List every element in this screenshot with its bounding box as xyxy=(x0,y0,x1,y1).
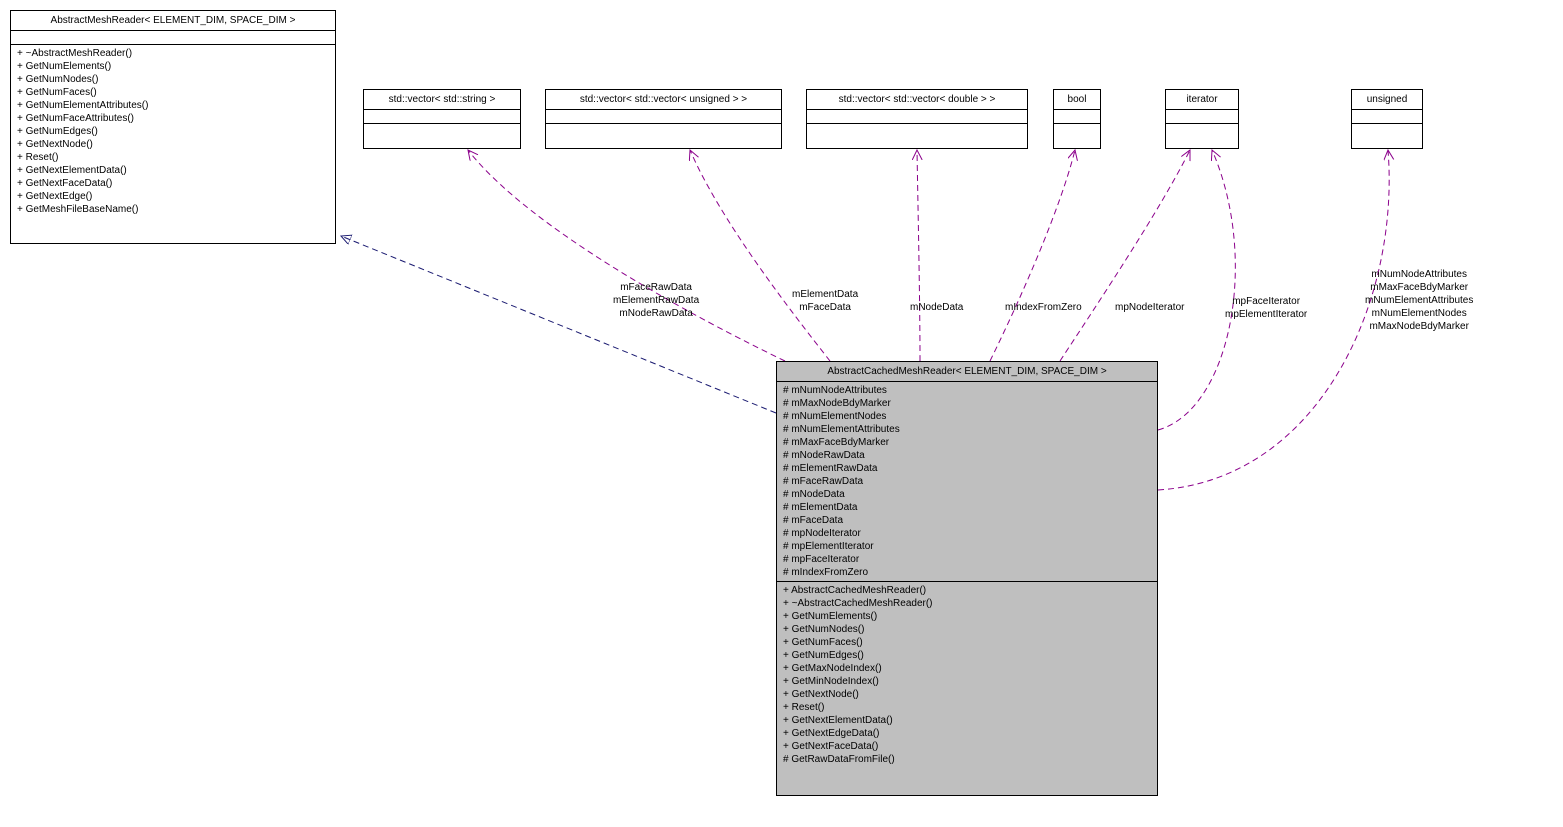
edge-label-element-face-data: mElementDatamFaceData xyxy=(792,288,858,314)
member-row: + GetNumFaces() xyxy=(783,636,1151,649)
class-abstract-mesh-reader: AbstractMeshReader< ELEMENT_DIM, SPACE_D… xyxy=(10,10,336,244)
method-section-empty xyxy=(546,124,781,138)
method-section: + AbstractCachedMeshReader()+ ~AbstractC… xyxy=(777,582,1157,768)
member-row: # mMaxNodeBdyMarker xyxy=(783,397,1151,410)
member-row: # GetRawDataFromFile() xyxy=(783,753,1151,766)
method-section-empty xyxy=(364,124,520,138)
member-row: # mpElementIterator xyxy=(783,540,1151,553)
edge-label-index-from-zero: mIndexFromZero xyxy=(1005,301,1082,314)
member-row: # mNodeData xyxy=(783,488,1151,501)
member-row: # mIndexFromZero xyxy=(783,566,1151,579)
member-row: # mFaceData xyxy=(783,514,1151,527)
method-section-empty xyxy=(807,124,1027,138)
member-row: # mNumNodeAttributes xyxy=(783,384,1151,397)
class-iterator: iterator xyxy=(1165,89,1239,149)
member-row: + GetNumElements() xyxy=(783,610,1151,623)
class-title: unsigned xyxy=(1352,90,1422,110)
member-row: + GetMeshFileBaseName() xyxy=(17,203,329,216)
attr-section-empty xyxy=(364,110,520,124)
class-title: std::vector< std::string > xyxy=(364,90,520,110)
member-row: + Reset() xyxy=(783,701,1151,714)
member-row: + GetNumFaces() xyxy=(17,86,329,99)
method-section-empty xyxy=(1352,124,1422,138)
attr-section-empty xyxy=(1352,110,1422,124)
edge-label-raw-data: mFaceRawDatamElementRawDatamNodeRawData xyxy=(613,281,699,320)
member-row: + GetNumEdges() xyxy=(17,125,329,138)
member-row: # mpNodeIterator xyxy=(783,527,1151,540)
class-vector-string: std::vector< std::string > xyxy=(363,89,521,149)
member-row: # mNumElementAttributes xyxy=(783,423,1151,436)
member-row: # mNumElementNodes xyxy=(783,410,1151,423)
member-row: # mElementRawData xyxy=(783,462,1151,475)
member-row: # mFaceRawData xyxy=(783,475,1151,488)
member-row: + GetNextFaceData() xyxy=(17,177,329,190)
class-title: bool xyxy=(1054,90,1100,110)
member-row: + GetNumNodes() xyxy=(17,73,329,86)
class-title: std::vector< std::vector< unsigned > > xyxy=(546,90,781,110)
attr-section-empty xyxy=(11,31,335,45)
member-row: + GetMinNodeIndex() xyxy=(783,675,1151,688)
edge-label-node-data: mNodeData xyxy=(910,301,963,314)
member-row: + GetNextNode() xyxy=(17,138,329,151)
edge-label-unsigned-members: mNumNodeAttributesmMaxFaceBdyMarkermNumE… xyxy=(1365,268,1473,333)
class-abstract-cached-mesh-reader: AbstractCachedMeshReader< ELEMENT_DIM, S… xyxy=(776,361,1158,796)
class-vector-vector-double: std::vector< std::vector< double > > xyxy=(806,89,1028,149)
class-title: std::vector< std::vector< double > > xyxy=(807,90,1027,110)
edge-label-face-element-iterator: mpFaceIteratormpElementIterator xyxy=(1225,295,1307,321)
member-row: + GetNextFaceData() xyxy=(783,740,1151,753)
member-row: + GetMaxNodeIndex() xyxy=(783,662,1151,675)
method-section: + ~AbstractMeshReader()+ GetNumElements(… xyxy=(11,45,335,218)
method-section-empty xyxy=(1166,124,1238,138)
attr-section-empty xyxy=(1166,110,1238,124)
class-title: AbstractMeshReader< ELEMENT_DIM, SPACE_D… xyxy=(11,11,335,31)
class-bool: bool xyxy=(1053,89,1101,149)
member-row: # mElementData xyxy=(783,501,1151,514)
member-row: + GetNextEdge() xyxy=(17,190,329,203)
member-row: + AbstractCachedMeshReader() xyxy=(783,584,1151,597)
member-row: + GetNumElementAttributes() xyxy=(17,99,329,112)
member-row: + GetNumFaceAttributes() xyxy=(17,112,329,125)
member-row: + GetNumElements() xyxy=(17,60,329,73)
member-row: + ~AbstractMeshReader() xyxy=(17,47,329,60)
member-row: # mpFaceIterator xyxy=(783,553,1151,566)
attr-section-empty xyxy=(546,110,781,124)
member-row: + GetNumEdges() xyxy=(783,649,1151,662)
class-title: iterator xyxy=(1166,90,1238,110)
member-row: # mMaxFaceBdyMarker xyxy=(783,436,1151,449)
member-row: + ~AbstractCachedMeshReader() xyxy=(783,597,1151,610)
class-title: AbstractCachedMeshReader< ELEMENT_DIM, S… xyxy=(777,362,1157,382)
member-row: + GetNextEdgeData() xyxy=(783,727,1151,740)
member-row: + Reset() xyxy=(17,151,329,164)
member-row: + GetNextNode() xyxy=(783,688,1151,701)
class-vector-vector-unsigned: std::vector< std::vector< unsigned > > xyxy=(545,89,782,149)
member-row: + GetNextElementData() xyxy=(783,714,1151,727)
member-row: + GetNextElementData() xyxy=(17,164,329,177)
member-row: + GetNumNodes() xyxy=(783,623,1151,636)
member-row: # mNodeRawData xyxy=(783,449,1151,462)
class-unsigned: unsigned xyxy=(1351,89,1423,149)
attr-section-empty xyxy=(807,110,1027,124)
method-section-empty xyxy=(1054,124,1100,138)
edge-label-node-iterator: mpNodeIterator xyxy=(1115,301,1184,314)
attr-section: # mNumNodeAttributes# mMaxNodeBdyMarker#… xyxy=(777,382,1157,582)
attr-section-empty xyxy=(1054,110,1100,124)
